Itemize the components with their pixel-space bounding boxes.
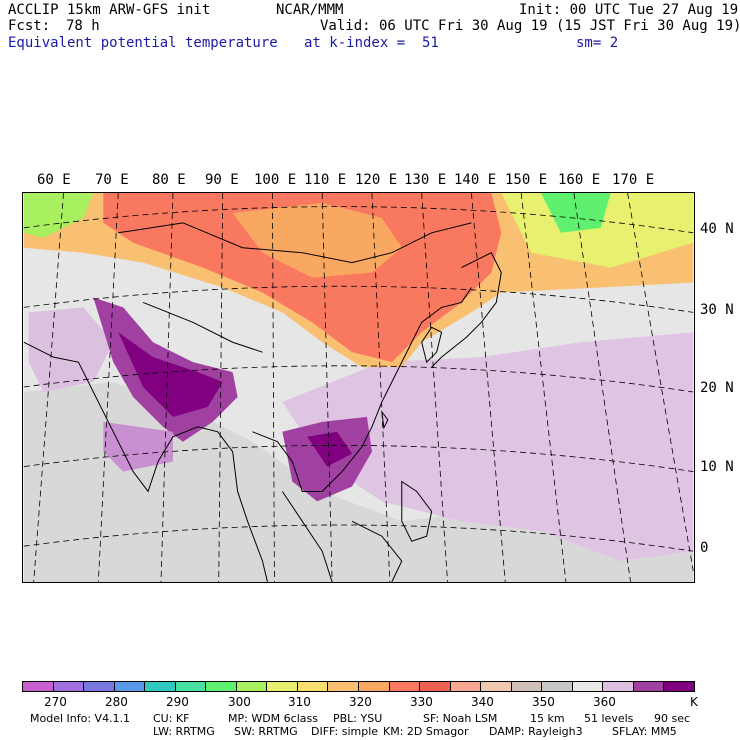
colorbar-tick: 330 [410, 695, 433, 709]
colorbar-cell [175, 682, 207, 691]
lat-label: 30 N [700, 302, 734, 318]
field-name: Equivalent potential temperature [8, 35, 278, 51]
colorbar-cell [114, 682, 146, 691]
colorbar-tick: 350 [532, 695, 555, 709]
colorbar-tick: 300 [228, 695, 251, 709]
mongolia-orange [232, 202, 402, 278]
colorbar-tick: 320 [349, 695, 372, 709]
lon-label: 170 E [612, 172, 655, 188]
lon-label: 160 E [558, 172, 601, 188]
colorbar-unit: K [690, 695, 698, 709]
colorbar-cell [359, 682, 390, 691]
colorbar-cell [481, 682, 512, 691]
smoothing-label: sm= 2 [576, 35, 619, 51]
colorbar-cell [542, 682, 573, 691]
colorbar [22, 681, 695, 692]
footer-item: SFLAY: MM5 [612, 725, 677, 738]
colorbar-cell [297, 682, 329, 691]
colorbar-cell [328, 682, 360, 691]
lon-label: 110 E [304, 172, 347, 188]
footer-item: PBL: YSU [333, 712, 383, 725]
lon-label: 100 E [254, 172, 297, 188]
graticule [23, 193, 694, 582]
colorbar-tick: 310 [288, 695, 311, 709]
ne-yellow [501, 193, 694, 268]
footer-item: KM: 2D Smagor [383, 725, 469, 738]
nw-green [23, 193, 94, 238]
coastlines [23, 222, 502, 582]
footer-item: SF: Noah LSM [423, 712, 498, 725]
theta-e-map [22, 192, 695, 583]
colorbar-cell [664, 682, 695, 691]
footer-item: DAMP: Rayleigh3 [489, 725, 583, 738]
model-title: ACCLIP 15km ARW-GFS init [8, 2, 211, 18]
valid-time: Valid: 06 UTC Fri 30 Aug 19 (15 JST Fri … [320, 18, 740, 34]
colorbar-tick: 360 [593, 695, 616, 709]
colorbar-cell [145, 682, 176, 691]
lon-label: 120 E [355, 172, 398, 188]
lon-label: 150 E [505, 172, 548, 188]
lon-label: 140 E [454, 172, 497, 188]
org-label: NCAR/MMM [276, 2, 344, 18]
footer-item: 90 sec [654, 712, 691, 725]
footer-item: CU: KF [153, 712, 190, 725]
footer-item: LW: RRTMG [153, 725, 215, 738]
lon-label: 80 E [152, 172, 186, 188]
arabian-lavender [28, 307, 114, 392]
colorbar-cell [633, 682, 665, 691]
colorbar-cell [389, 682, 421, 691]
lon-label: 90 E [205, 172, 239, 188]
colorbar-cell [572, 682, 604, 691]
lat-label: 10 N [700, 459, 734, 475]
colorbar-cell [450, 682, 482, 691]
tropical-lavender [282, 332, 694, 562]
lat-label: 20 N [700, 380, 734, 396]
colorbar-cell [236, 682, 268, 691]
footer-item: 51 levels [584, 712, 634, 725]
colorbar-cell [420, 682, 451, 691]
colorbar-tick: 280 [105, 695, 128, 709]
footer-item: MP: WDM 6class [228, 712, 318, 725]
colorbar-cell [206, 682, 237, 691]
colorbar-cell [603, 682, 634, 691]
lon-label: 130 E [404, 172, 447, 188]
colorbar-tick: 270 [44, 695, 67, 709]
colorbar-tick: 290 [166, 695, 189, 709]
lon-label: 60 E [37, 172, 71, 188]
footer-item: Model Info: V4.1.1 [30, 712, 131, 725]
typhoon-core [307, 431, 353, 467]
colorbar-cell [84, 682, 115, 691]
lat-label: 40 N [700, 221, 734, 237]
colorbar-cell [53, 682, 85, 691]
colorbar-cell [511, 682, 543, 691]
colorbar-tick: 340 [471, 695, 494, 709]
ne-green [541, 193, 611, 233]
bay-lavender [103, 421, 173, 472]
init-time: Init: 00 UTC Tue 27 Aug 19 [519, 2, 739, 18]
footer-item: 15 km [530, 712, 565, 725]
colorbar-cell [23, 682, 54, 691]
monsoon-core [118, 332, 223, 417]
fcst-value: 78 h [66, 18, 100, 34]
fcst-label: Fcst: [8, 18, 51, 34]
colorbar-cell [267, 682, 298, 691]
lat-label: 0 [700, 540, 709, 556]
red-band [103, 193, 502, 363]
footer-item: DIFF: simple [311, 725, 379, 738]
lon-label: 70 E [95, 172, 129, 188]
level-label: at k-index = 51 [304, 35, 439, 51]
footer-item: SW: RRTMG [234, 725, 298, 738]
